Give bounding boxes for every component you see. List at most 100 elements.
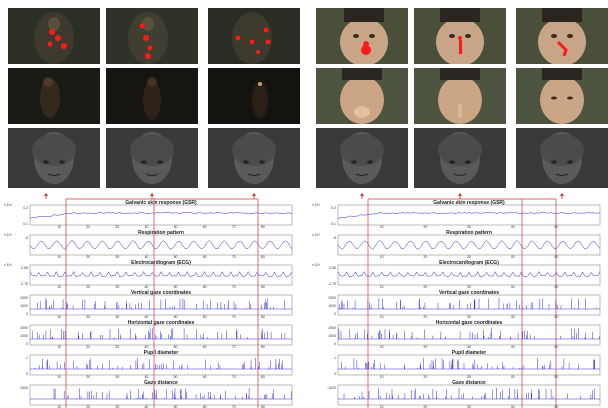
axis-exponent-label: x 10⁴ <box>312 233 321 237</box>
plot-title: Vertical gaze coordinates <box>131 290 191 296</box>
y-tick-label: -2.65 <box>328 266 336 270</box>
stimulus-frame-2 <box>106 8 198 64</box>
scene-frame-5 <box>414 68 506 124</box>
plot-axes-box <box>337 264 601 286</box>
x-tick-label: 70 <box>232 405 236 408</box>
image-connector-arrow <box>44 193 48 196</box>
x-tick-label: 50 <box>554 255 558 259</box>
plot-title: Electrocardiogram (ECG) <box>131 260 191 266</box>
left-panel: Galvanic skin response (GSR) 0.2 0.1 10 20 30… <box>0 0 300 408</box>
axis-exponent-label: x 10⁴ <box>4 233 13 237</box>
x-tick-label: 40 <box>511 255 515 259</box>
axis-exponent-label: x 10³ <box>4 203 13 207</box>
y-tick-label: 0 <box>26 342 28 346</box>
plot-title: Gaze distance <box>452 380 486 386</box>
x-tick-label: 50 <box>174 345 178 349</box>
x-tick-label: 20 <box>86 225 90 229</box>
y-tick-label: 2000 <box>328 326 336 330</box>
image-connector-arrow <box>360 193 364 196</box>
x-tick-label: 20 <box>423 375 427 379</box>
plot-axes-box <box>29 324 293 346</box>
scene-frame-6 <box>516 68 608 124</box>
y-tick-label: 1000 <box>328 304 336 308</box>
x-tick-label: 20 <box>86 345 90 349</box>
plot-title: Horizontal gaze coordinates <box>436 320 503 326</box>
eeg-subject-frame-2 <box>106 128 198 188</box>
plot-title: Galvanic skin response (GSR) <box>433 200 505 206</box>
x-tick-label: 40 <box>144 225 148 229</box>
x-tick-label: 30 <box>115 315 119 319</box>
y-tick-label: 0 <box>334 372 336 376</box>
x-tick-label: 50 <box>174 315 178 319</box>
y-tick-label: 0.1 <box>23 222 28 226</box>
y-tick-label: 2000 <box>20 296 28 300</box>
y-tick-label: -1000 <box>327 386 336 390</box>
x-tick-label: 80 <box>261 225 265 229</box>
plot-axes-box <box>337 384 601 406</box>
x-tick-label: 50 <box>174 405 178 408</box>
x-tick-label: 30 <box>467 255 471 259</box>
x-tick-label: 80 <box>261 375 265 379</box>
x-tick-label: 50 <box>174 375 178 379</box>
x-tick-label: 40 <box>511 405 515 408</box>
plot-title: Respiration pattern <box>446 230 492 236</box>
x-tick-label: 20 <box>423 345 427 349</box>
y-tick-label: 0 <box>26 372 28 376</box>
y-tick-label: 0.2 <box>331 206 336 210</box>
x-tick-label: 30 <box>115 285 119 289</box>
x-tick-label: 10 <box>57 315 61 319</box>
x-tick-label: 20 <box>423 255 427 259</box>
y-tick-label: 0.2 <box>23 206 28 210</box>
image-connector-arrow <box>560 193 564 196</box>
x-tick-label: 30 <box>115 375 119 379</box>
x-tick-label: 10 <box>380 255 384 259</box>
x-tick-label: 80 <box>261 315 265 319</box>
y-tick-label: -1000 <box>19 386 28 390</box>
stimulus-frame-1 <box>8 8 100 64</box>
plot-title: Vertical gaze coordinates <box>439 290 499 296</box>
x-tick-label: 10 <box>57 345 61 349</box>
x-tick-label: 70 <box>232 255 236 259</box>
plot-axes-box <box>337 234 601 256</box>
x-tick-label: 10 <box>380 405 384 408</box>
y-tick-label: 0 <box>26 312 28 316</box>
y-tick-label: 2000 <box>20 326 28 330</box>
scene-frame-1 <box>8 68 100 124</box>
y-tick-label: 2000 <box>328 296 336 300</box>
x-tick-label: 30 <box>115 345 119 349</box>
x-tick-label: 50 <box>174 225 178 229</box>
plot-axes-box <box>29 264 293 286</box>
scene-frame-3 <box>208 68 300 124</box>
x-tick-label: 80 <box>261 255 265 259</box>
y-tick-label: -2.75 <box>20 282 28 286</box>
plot-title: Horizontal gaze coordinates <box>128 320 195 326</box>
x-tick-label: 40 <box>144 345 148 349</box>
x-tick-label: 40 <box>511 225 515 229</box>
eeg-subject-frame-6 <box>516 128 608 188</box>
plot-title: Pupil diameter <box>452 350 487 356</box>
x-tick-label: 30 <box>467 345 471 349</box>
x-tick-label: 80 <box>261 345 265 349</box>
x-tick-label: 50 <box>174 255 178 259</box>
plot-axes-box <box>337 204 601 226</box>
x-tick-label: 30 <box>467 225 471 229</box>
y-tick-label: 1 <box>334 356 336 360</box>
y-tick-label: 0.1 <box>331 222 336 226</box>
x-tick-label: 40 <box>511 315 515 319</box>
image-connector-arrow <box>252 193 256 196</box>
x-tick-label: 40 <box>511 375 515 379</box>
plot-axes-box <box>337 354 601 376</box>
x-tick-label: 20 <box>423 405 427 408</box>
plot-axes-box <box>337 324 601 346</box>
plot-title: Gaze distance <box>144 380 178 386</box>
y-tick-label: -5 <box>25 236 28 240</box>
x-tick-label: 20 <box>86 375 90 379</box>
x-tick-label: 30 <box>467 375 471 379</box>
axis-exponent-label: x 10³ <box>312 203 321 207</box>
x-tick-label: 10 <box>380 285 384 289</box>
x-tick-label: 70 <box>232 345 236 349</box>
plot-axes-box <box>29 204 293 226</box>
x-tick-label: 50 <box>554 345 558 349</box>
right-panel: Galvanic skin response (GSR) 0.2 0.1 10 20 30… <box>308 0 608 408</box>
axis-exponent-label: x 10⁴ <box>4 263 13 267</box>
